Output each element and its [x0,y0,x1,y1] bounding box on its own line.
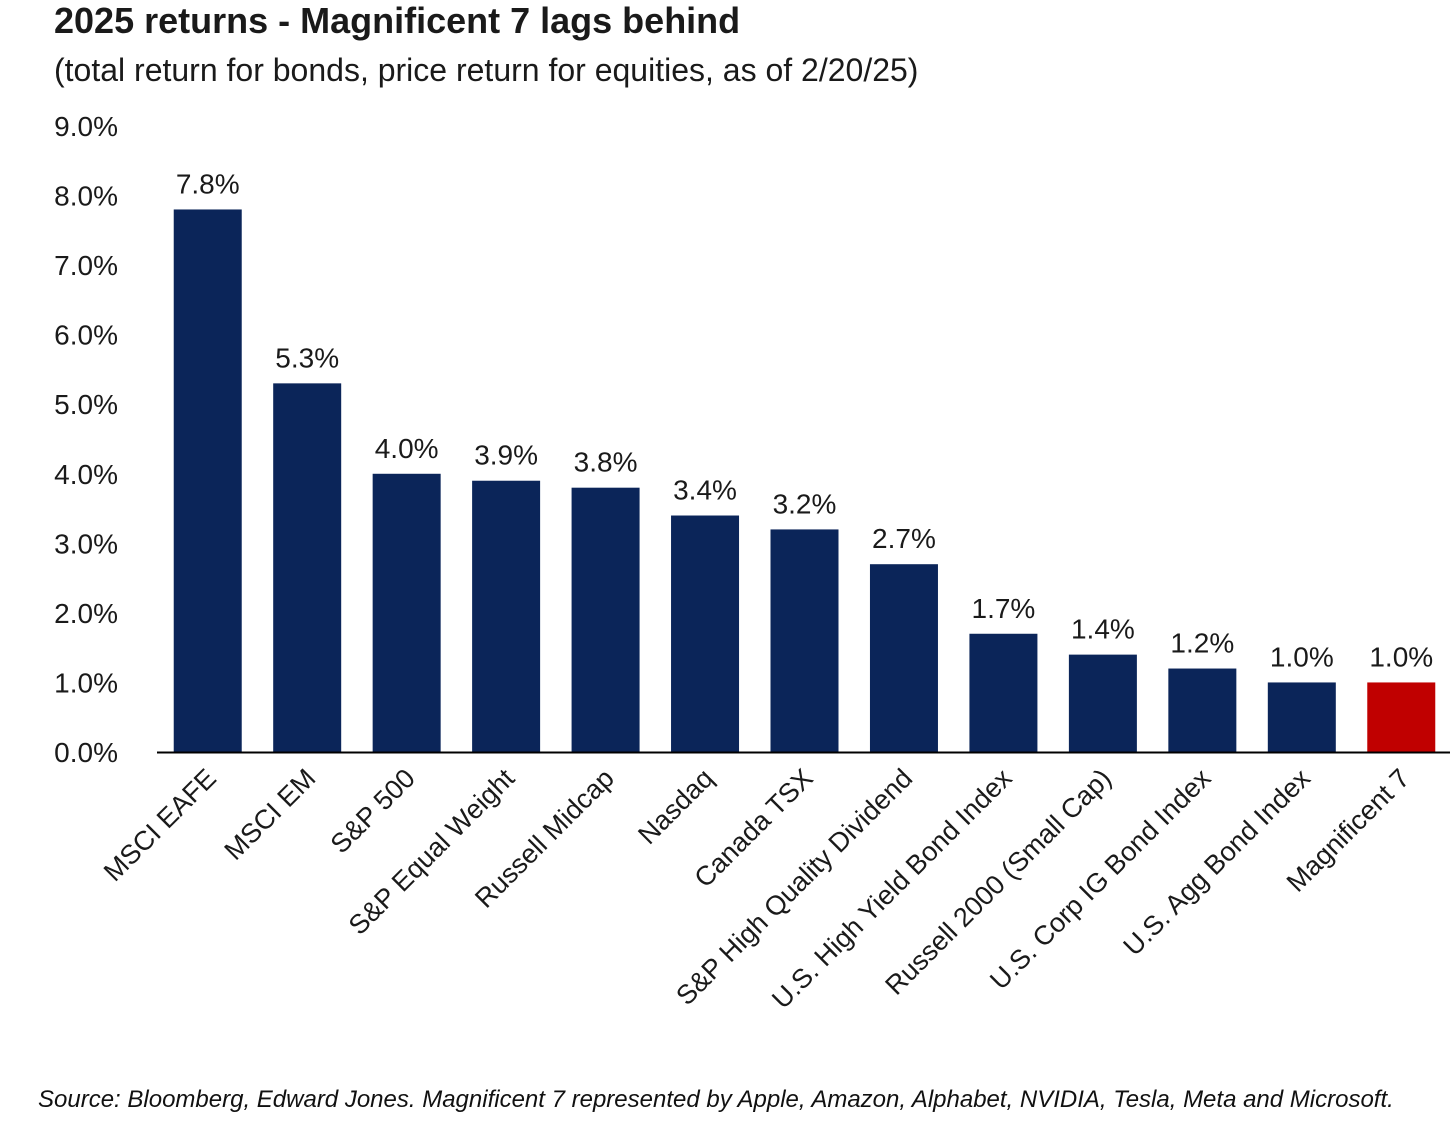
bar-value-label: 1.4% [1071,614,1135,645]
bar-value-label: 3.4% [673,475,737,506]
y-tick-label: 3.0% [54,528,118,559]
bar [1367,682,1436,752]
bar [869,564,938,752]
bar-value-label: 2.7% [872,523,936,554]
bar-value-label: 7.8% [176,168,240,199]
bar-value-label: 1.7% [972,593,1036,624]
value-labels: 7.8% 5.3% 4.0% 3.9% 3.8% 3.4% 3.2% 2.7% 1.7% 1.4%… [176,168,1433,672]
y-tick-label: 9.0% [54,111,118,142]
y-tick-label: 6.0% [54,320,118,351]
bar-value-label: 3.8% [574,447,638,478]
x-tick-label: U.S. Agg Bond Index [1118,763,1317,962]
bar [770,529,839,752]
bar [372,473,441,752]
bar-value-label: 1.0% [1369,641,1433,672]
y-tick-label: 5.0% [54,389,118,420]
bar-value-label: 1.2% [1170,628,1234,659]
bar-value-label: 4.0% [375,433,439,464]
y-tick-label: 0.0% [54,737,118,768]
bar-value-label: 1.0% [1270,641,1334,672]
bar-chart: 0.0% 1.0% 2.0% 3.0% 4.0% 5.0% 6.0% 7.0% 8.0% 9.0%… [54,111,1450,1015]
bar [571,487,640,752]
bar-value-label: 5.3% [275,342,339,373]
bar [273,383,342,752]
x-tick-label: MSCI EAFE [98,763,222,887]
x-tick-label: S&P 500 [325,763,421,859]
x-tick-label: Nasdaq [632,763,719,850]
bar [472,480,541,752]
chart-title: 2025 returns - Magnificent 7 lags behind [54,0,741,41]
x-tick-label: S&P Equal Weight [343,763,521,941]
source-note: Source: Bloomberg, Edward Jones. Magnifi… [38,1086,1394,1113]
y-tick-label: 4.0% [54,459,118,490]
bar-value-label: 3.2% [773,488,837,519]
bar [1068,654,1137,752]
bar [173,209,242,752]
bars [173,209,1436,752]
bar [671,515,740,752]
bar [1267,682,1336,752]
x-tick-label: MSCI EM [219,763,322,866]
bar [1168,668,1237,752]
y-axis-ticks: 0.0% 1.0% 2.0% 3.0% 4.0% 5.0% 6.0% 7.0% 8.0% 9.0% [54,111,118,768]
y-tick-label: 1.0% [54,667,118,698]
y-tick-label: 2.0% [54,598,118,629]
y-tick-label: 8.0% [54,181,118,212]
bar [969,633,1038,752]
bar-value-label: 3.9% [474,440,538,471]
chart-subtitle: (total return for bonds, price return fo… [54,52,919,88]
y-tick-label: 7.0% [54,250,118,281]
